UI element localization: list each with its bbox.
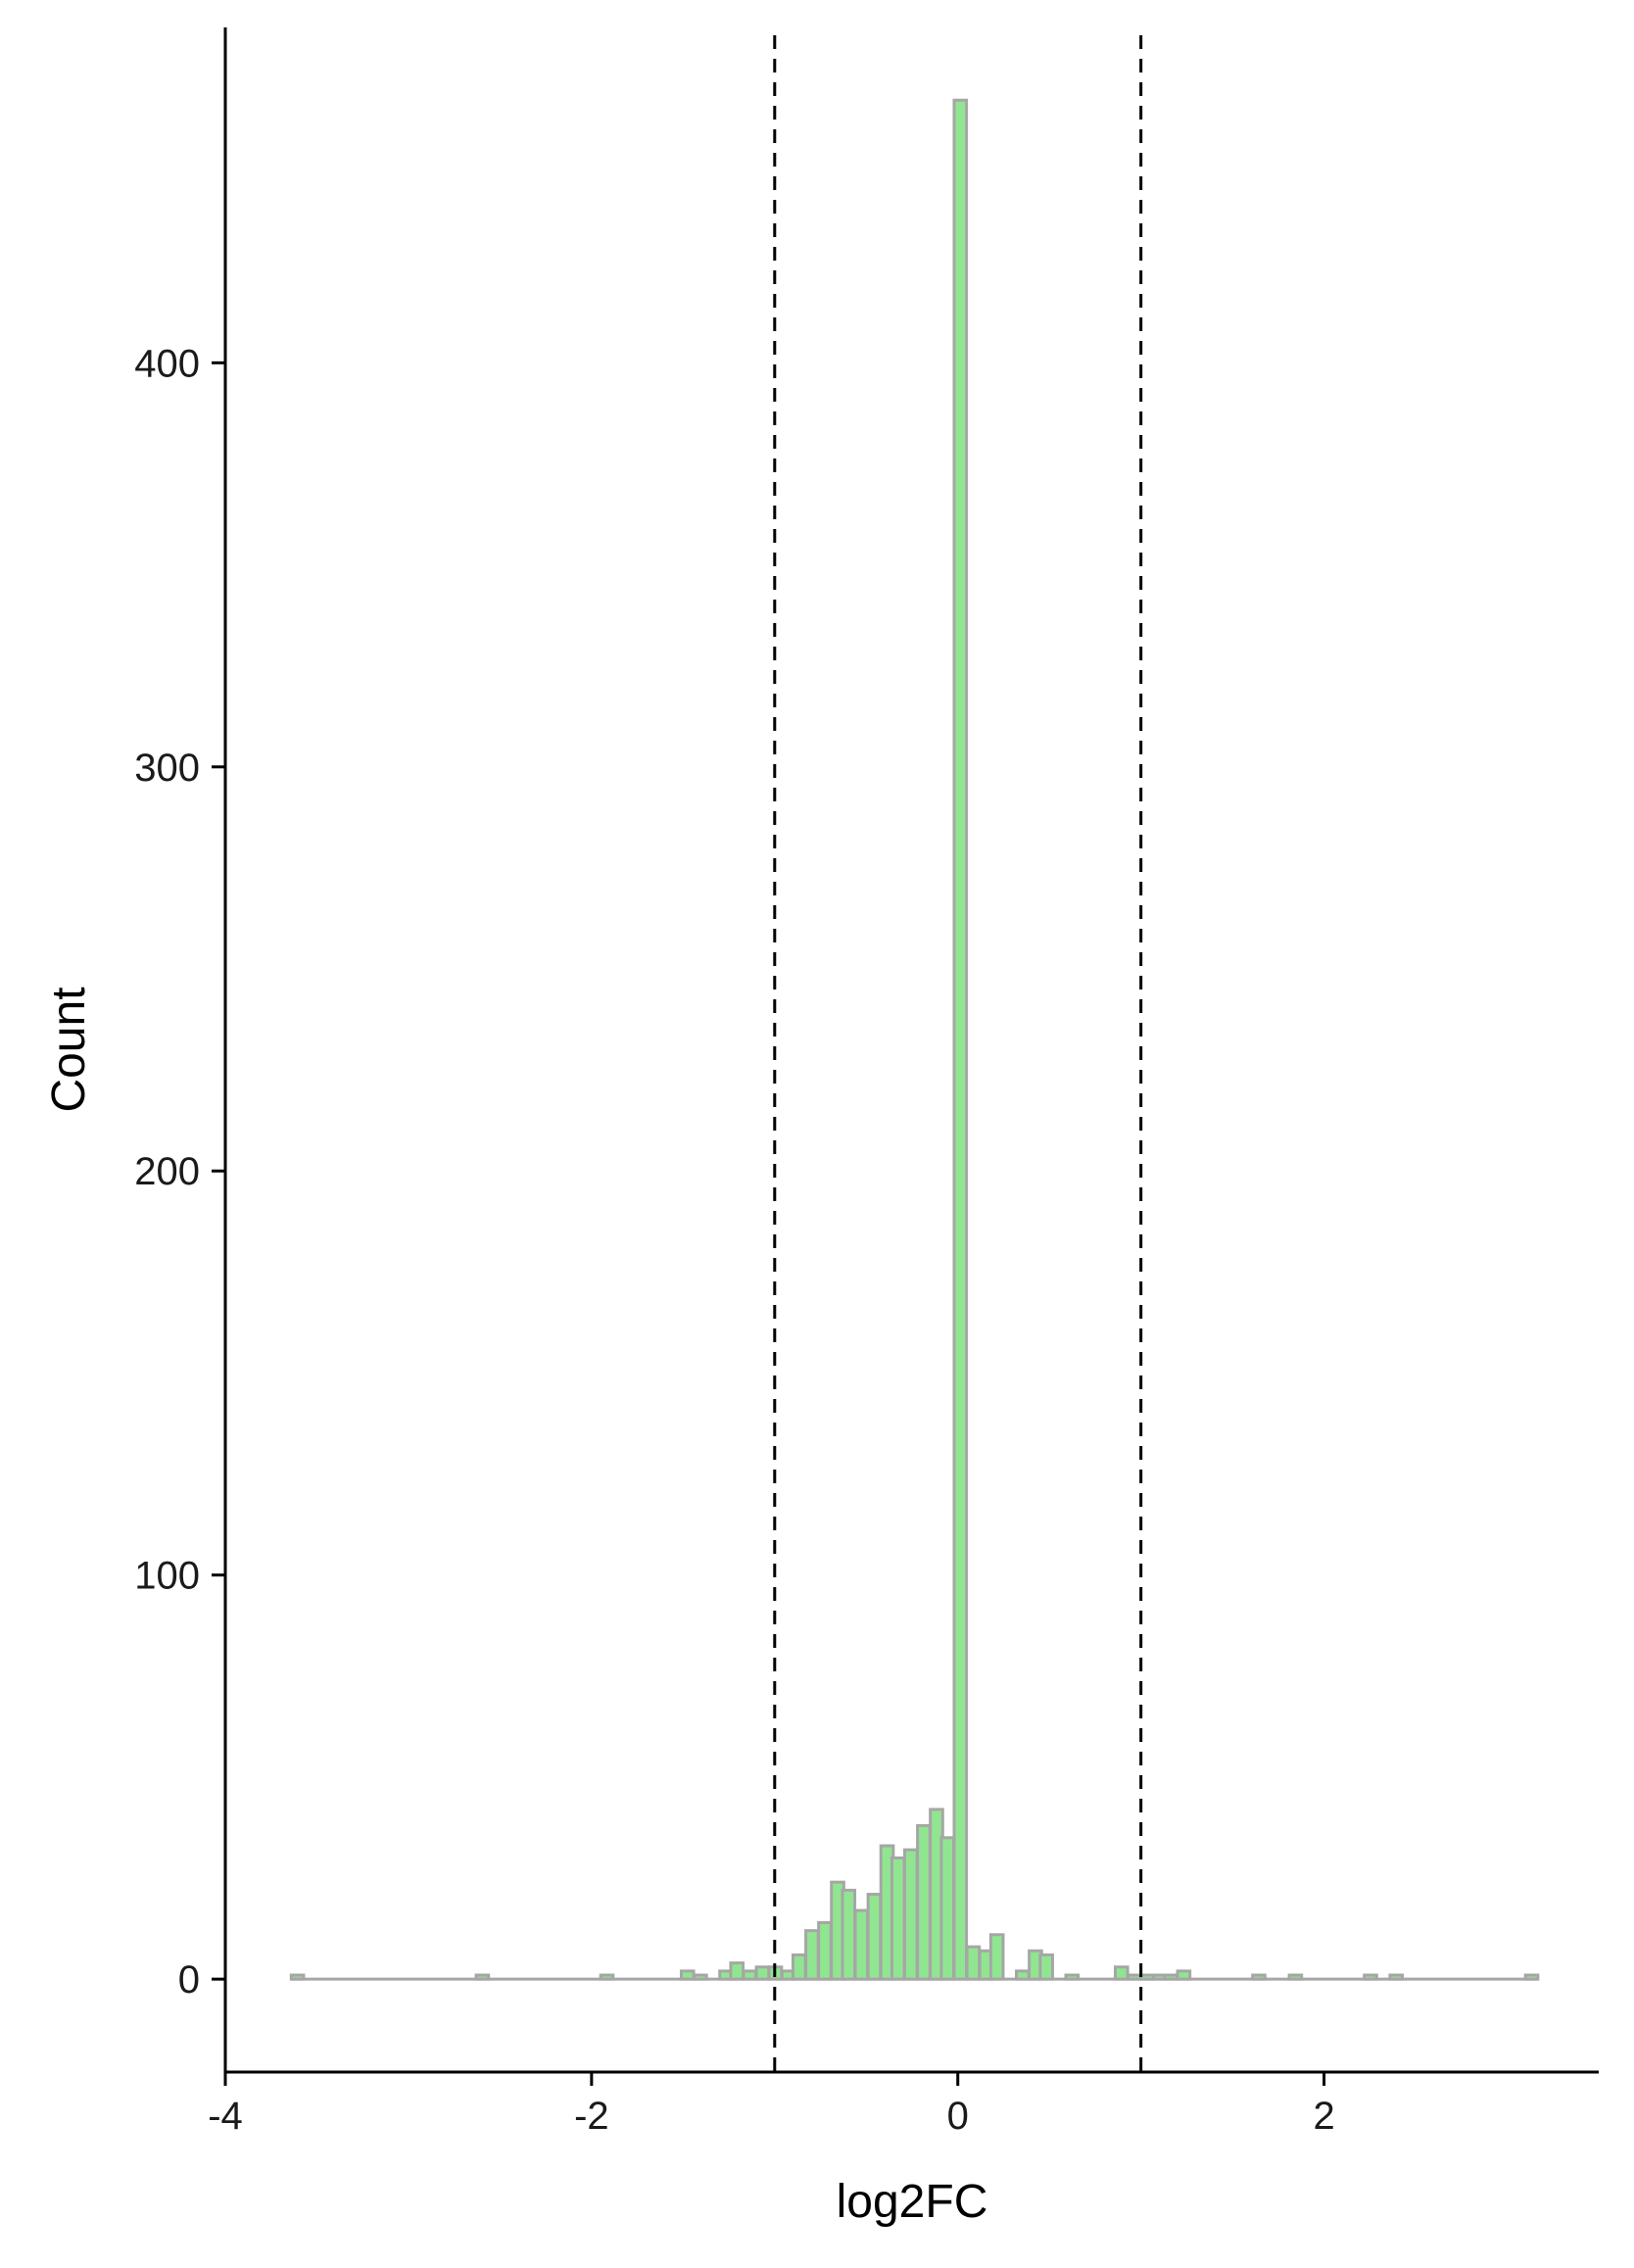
x-axis-title: log2FC xyxy=(837,2176,988,2228)
histogram-bar xyxy=(742,1969,758,1981)
histogram-bar xyxy=(853,1908,870,1981)
reference-lines xyxy=(773,35,1143,2072)
histogram-bar xyxy=(988,1933,1005,1981)
histogram-bar xyxy=(804,1929,820,1981)
histogram-bar xyxy=(754,1965,771,1981)
y-tick-label: 100 xyxy=(134,1555,200,1598)
histogram-bar xyxy=(1113,1965,1129,1981)
x-tick-label: 2 xyxy=(1313,2095,1334,2138)
histogram-bar xyxy=(1015,1969,1031,1981)
histogram-bar xyxy=(817,1920,833,1981)
histogram-bar xyxy=(916,1823,932,1981)
histogram-bar xyxy=(939,1836,956,1981)
histogram-bar xyxy=(1038,1953,1054,1981)
histogram-bar xyxy=(903,1848,919,1981)
histogram-bar xyxy=(1176,1969,1192,1981)
histogram-bar xyxy=(1287,1973,1304,1981)
histogram-bar xyxy=(1127,1973,1142,1981)
histogram-bar xyxy=(889,1856,906,1981)
histogram-bar xyxy=(866,1893,883,1981)
histogram-bar xyxy=(791,1953,807,1981)
histogram-bar xyxy=(1251,1973,1267,1981)
x-tick-label: -2 xyxy=(574,2095,609,2138)
histogram-bar xyxy=(474,1973,491,1981)
axis-ticks: -4 -2 0 2 0 100 200 300 400 xyxy=(134,342,1334,2138)
histogram-bar xyxy=(1388,1973,1405,1981)
x-tick-label: -4 xyxy=(208,2095,243,2138)
histogram-bar xyxy=(679,1969,696,1981)
y-tick-label: 0 xyxy=(178,1958,200,2002)
histogram-bar xyxy=(1163,1973,1179,1981)
histogram-bar xyxy=(952,98,969,1981)
histogram-bar xyxy=(1064,1973,1081,1981)
histogram-bar xyxy=(599,1973,615,1981)
histogram-bar xyxy=(1363,1973,1378,1981)
y-tick-label: 300 xyxy=(134,747,200,790)
axes xyxy=(223,27,1599,2074)
histogram-bar xyxy=(289,1973,306,1981)
y-tick-label: 200 xyxy=(134,1150,200,1193)
histogram-bar xyxy=(693,1973,708,1981)
histogram-bar xyxy=(729,1961,745,1981)
histogram-bars xyxy=(289,98,1540,1981)
histogram-bar xyxy=(1139,1973,1155,1981)
y-axis-title: Count xyxy=(43,987,95,1112)
histogram-bar xyxy=(1523,1973,1540,1981)
histogram-bar xyxy=(841,1888,857,1981)
x-tick-label: 0 xyxy=(947,2095,969,2138)
y-tick-label: 400 xyxy=(134,342,200,385)
histogram-bar xyxy=(965,1945,982,1981)
